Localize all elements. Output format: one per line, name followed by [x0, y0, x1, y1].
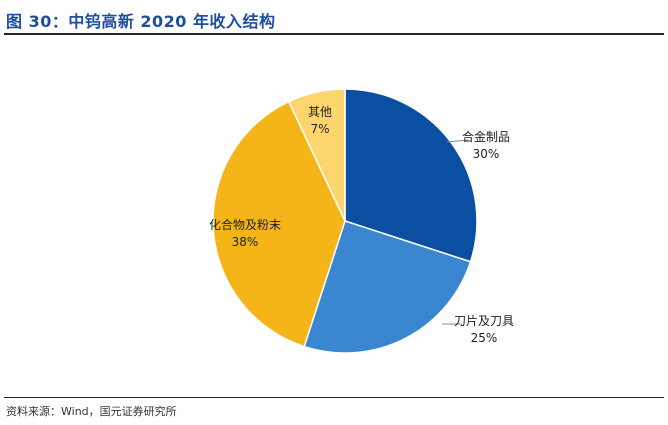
top-divider: [4, 33, 664, 35]
pie-slice-compounds-and-powder: [212, 100, 346, 348]
pie-slice-inserts-and-tools: [303, 220, 472, 354]
slice-name-alloy-products: 合金制品: [462, 129, 510, 144]
pie-slice-alloy-products: [344, 88, 478, 263]
pie-chart: 合金制品 30% 刀片及刀具 25% 化合物及粉末 38% 其他 7%: [209, 88, 514, 354]
slice-name-inserts-and-tools: 刀片及刀具: [454, 314, 514, 328]
slice-name-compounds-and-powder: 化合物及粉末: [209, 217, 281, 232]
leader-line-alloy-products: [446, 139, 469, 143]
slice-value-alloy-products: 30%: [473, 147, 500, 161]
slice-value-compounds-and-powder: 38%: [232, 235, 259, 249]
slice-value-other: 7%: [310, 122, 329, 136]
pie-slice-other: [287, 88, 346, 222]
bottom-divider: [4, 397, 664, 398]
slice-value-inserts-and-tools: 25%: [471, 331, 498, 345]
slice-name-other: 其他: [308, 105, 332, 119]
chart-title: 图 30：中钨高新 2020 年收入结构: [6, 12, 276, 31]
source-note: 资料来源：Wind，国元证券研究所: [6, 405, 177, 418]
